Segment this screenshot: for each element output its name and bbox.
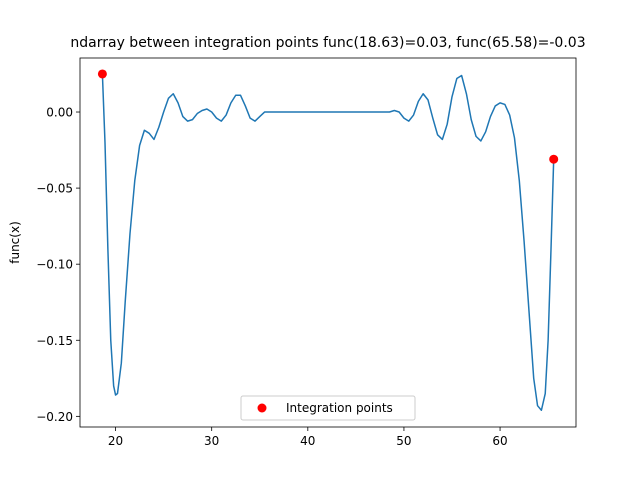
legend-marker <box>257 403 267 413</box>
x-tick-label: 50 <box>396 434 411 448</box>
y-axis: −0.20 −0.15 −0.10 −0.05 0.00 <box>36 106 80 424</box>
x-tick-label: 60 <box>492 434 507 448</box>
y-tick-label: −0.05 <box>36 182 73 196</box>
x-tick-label: 30 <box>204 434 219 448</box>
chart-title: ndarray between integration points func(… <box>70 35 585 51</box>
integration-point-0 <box>97 69 107 79</box>
y-tick-label: −0.10 <box>36 258 73 272</box>
x-axis: 20 30 40 50 60 <box>108 427 508 448</box>
series-layer <box>101 73 555 412</box>
series-line-0 <box>101 73 555 412</box>
x-tick-label: 20 <box>108 434 123 448</box>
axes-frame <box>79 57 577 428</box>
points-layer <box>97 69 559 164</box>
y-axis-label: func(x) <box>8 221 22 264</box>
legend: Integration points <box>240 395 416 421</box>
y-tick-label: 0.00 <box>46 106 73 120</box>
y-tick-label: −0.15 <box>36 334 73 348</box>
integration-point-1 <box>549 154 559 164</box>
plot-area <box>79 57 577 428</box>
x-tick-label: 40 <box>300 434 315 448</box>
legend-box <box>240 395 416 421</box>
legend-label: Integration points <box>286 401 393 415</box>
y-tick-label: −0.20 <box>36 410 73 424</box>
